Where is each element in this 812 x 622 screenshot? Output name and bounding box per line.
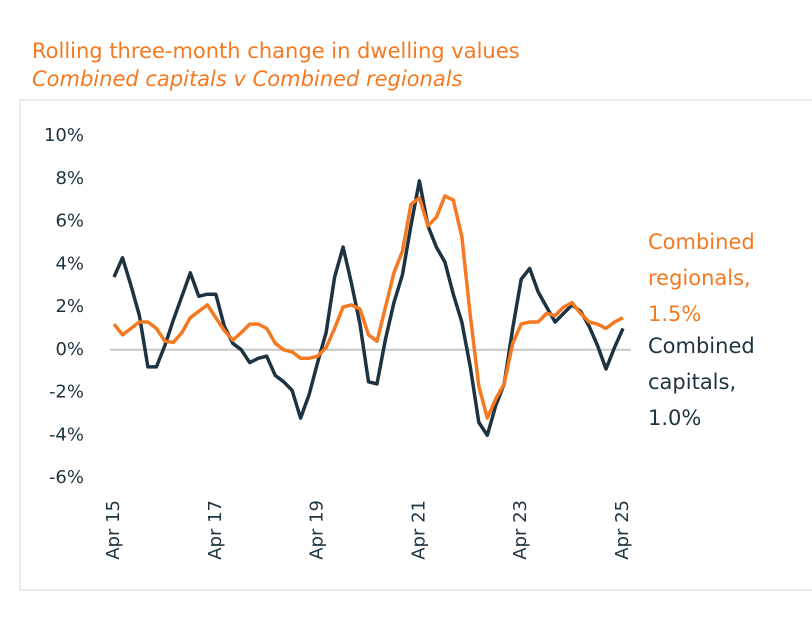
series-label: Combined bbox=[648, 230, 755, 254]
y-tick-label: 2% bbox=[55, 296, 84, 317]
y-tick-label: -2% bbox=[49, 382, 84, 403]
series-label: 1.0% bbox=[648, 406, 701, 430]
series-label: Combined bbox=[648, 334, 755, 358]
x-tick-label: Apr 15 bbox=[103, 500, 124, 560]
line-series bbox=[112, 179, 625, 438]
x-tick-label: Apr 19 bbox=[307, 500, 328, 560]
y-tick-label: 10% bbox=[44, 125, 84, 146]
y-tick-label: 6% bbox=[55, 211, 84, 232]
line-series bbox=[112, 194, 624, 420]
chart-subtitle: Combined capitals v Combined regionals bbox=[32, 67, 463, 91]
x-tick-label: Apr 25 bbox=[612, 500, 633, 560]
x-tick-label: Apr 23 bbox=[510, 500, 531, 560]
y-tick-label: -4% bbox=[49, 424, 84, 445]
series-label: capitals, bbox=[648, 370, 736, 394]
series-label: 1.5% bbox=[648, 302, 701, 326]
x-tick-label: Apr 17 bbox=[205, 500, 226, 560]
y-tick-label: -6% bbox=[49, 467, 84, 488]
x-tick-label: Apr 21 bbox=[408, 500, 429, 560]
series-label: regionals, bbox=[648, 266, 751, 290]
y-tick-label: 8% bbox=[55, 168, 84, 189]
y-tick-label: 0% bbox=[55, 339, 84, 360]
y-tick-label: 4% bbox=[55, 253, 84, 274]
chart-frame bbox=[19, 99, 812, 591]
chart-title: Rolling three-month change in dwelling v… bbox=[32, 39, 520, 63]
